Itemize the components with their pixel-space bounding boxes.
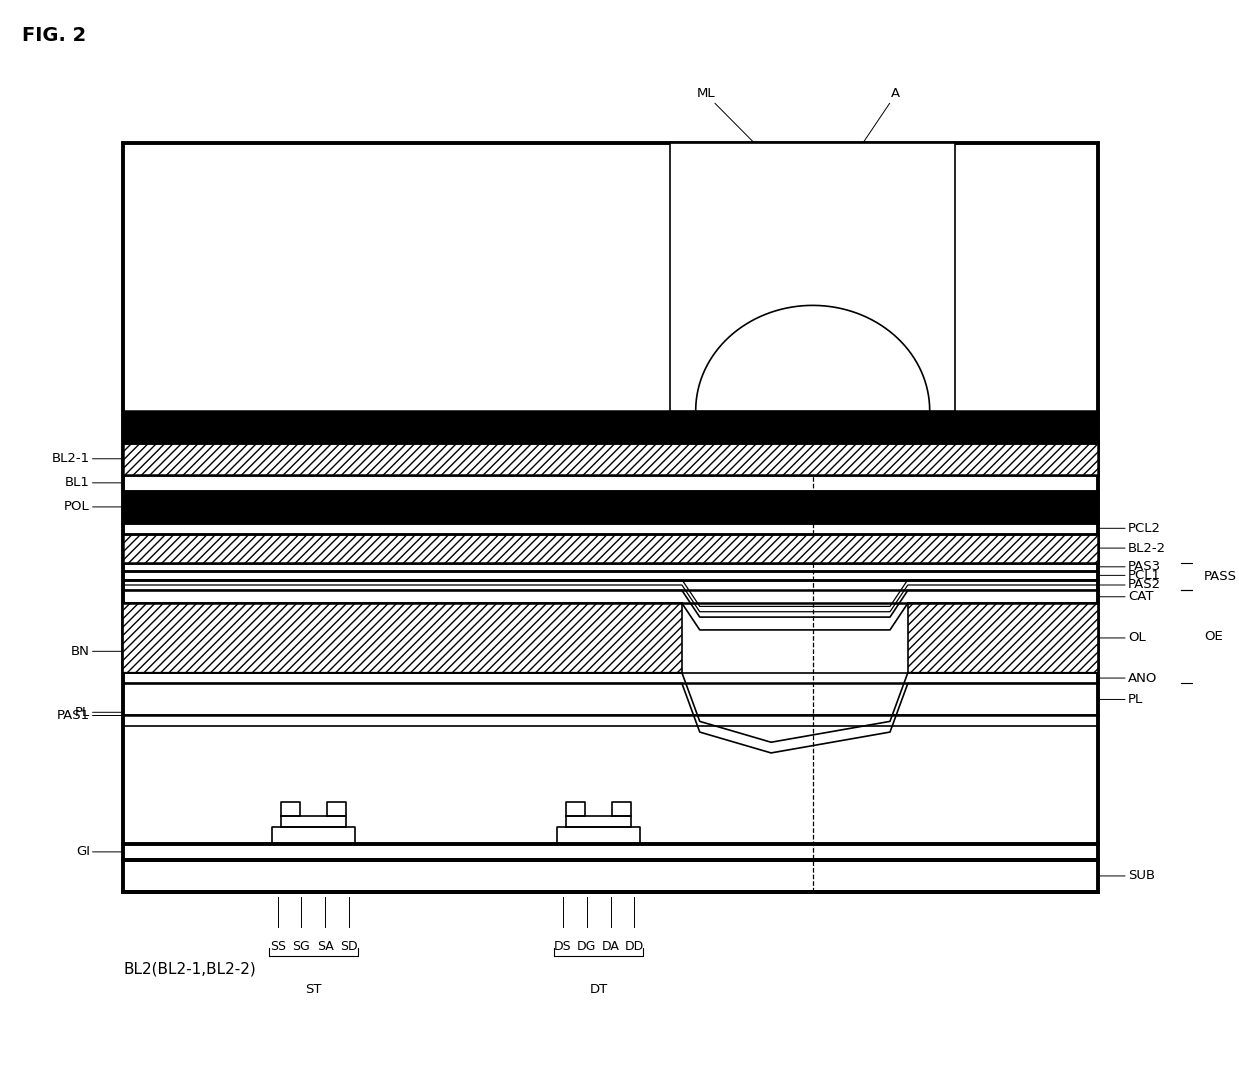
Text: DT: DT — [590, 983, 608, 996]
Text: PCL2: PCL2 — [1098, 522, 1161, 535]
Text: A: A — [849, 87, 901, 165]
Bar — [123, 490, 1098, 523]
Bar — [123, 534, 1098, 563]
Text: PAS2: PAS2 — [1098, 579, 1161, 592]
Bar — [123, 604, 681, 673]
Text: DS: DS — [554, 940, 572, 953]
Text: PAS1: PAS1 — [57, 709, 123, 722]
Text: PL: PL — [74, 706, 123, 719]
Text: POL: POL — [64, 500, 123, 513]
Bar — [125, 865, 1095, 887]
Text: BL2-1: BL2-1 — [52, 453, 123, 466]
Text: OL: OL — [1098, 632, 1146, 645]
Text: PL: PL — [1098, 693, 1144, 706]
Text: ANO: ANO — [1098, 672, 1157, 685]
Text: DG: DG — [577, 940, 596, 953]
Bar — [670, 143, 955, 411]
Text: OE: OE — [1204, 631, 1223, 644]
Text: PASS: PASS — [1204, 570, 1237, 583]
Text: DA: DA — [602, 940, 620, 953]
Text: SUB: SUB — [1098, 870, 1155, 883]
Text: ST: ST — [305, 983, 322, 996]
Text: PCL1: PCL1 — [1098, 569, 1161, 582]
Text: GI: GI — [76, 845, 123, 858]
Text: ML: ML — [696, 87, 766, 154]
Bar — [123, 143, 1098, 892]
Text: DD: DD — [624, 940, 644, 953]
Text: BL1: BL1 — [64, 476, 123, 489]
Text: FIG. 2: FIG. 2 — [22, 26, 87, 44]
Bar — [125, 847, 1095, 857]
Text: SS: SS — [270, 940, 286, 953]
Text: BN: BN — [71, 645, 123, 658]
Bar — [123, 443, 1098, 474]
Bar — [908, 604, 1098, 673]
Text: SA: SA — [317, 940, 333, 953]
Text: SG: SG — [292, 940, 310, 953]
Text: SD: SD — [341, 940, 358, 953]
Bar — [123, 411, 1098, 443]
Text: CAT: CAT — [1098, 591, 1154, 604]
Text: PAS3: PAS3 — [1098, 561, 1161, 573]
Text: BL2(BL2-1,BL2-2): BL2(BL2-1,BL2-2) — [123, 962, 255, 977]
Text: BL2-2: BL2-2 — [1098, 541, 1166, 554]
